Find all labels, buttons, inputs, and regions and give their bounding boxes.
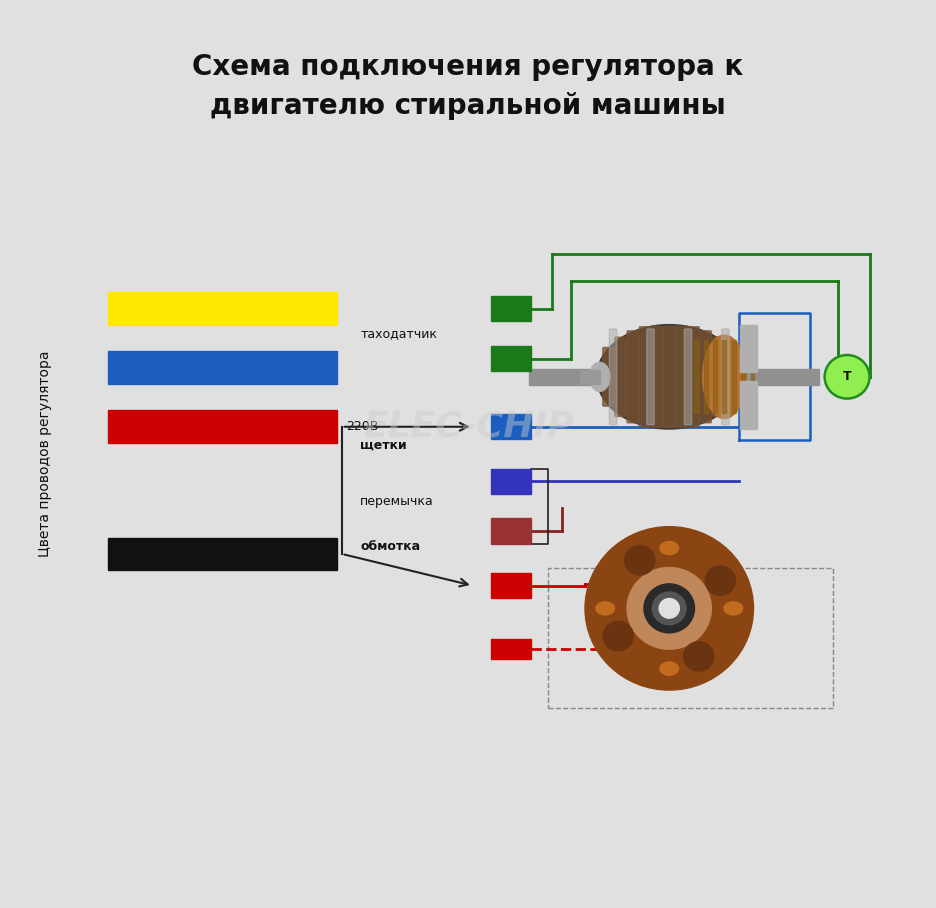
Text: щетки: щетки — [360, 439, 407, 451]
Bar — [723, 340, 726, 413]
Ellipse shape — [597, 324, 742, 429]
Text: Т: Т — [842, 370, 852, 383]
Bar — [740, 325, 757, 372]
Bar — [704, 340, 708, 413]
Circle shape — [624, 546, 655, 575]
Text: обмотка: обмотка — [360, 540, 420, 553]
Text: ELEC-CHIP: ELEC-CHIP — [363, 410, 573, 444]
Ellipse shape — [724, 602, 742, 615]
FancyBboxPatch shape — [712, 337, 724, 417]
Circle shape — [585, 527, 753, 690]
FancyBboxPatch shape — [615, 337, 626, 417]
Bar — [491, 346, 531, 371]
FancyBboxPatch shape — [676, 326, 687, 428]
Bar — [695, 340, 698, 413]
FancyBboxPatch shape — [609, 329, 617, 425]
FancyBboxPatch shape — [664, 326, 675, 428]
Bar — [529, 369, 819, 385]
FancyBboxPatch shape — [627, 331, 638, 423]
Bar — [491, 469, 531, 494]
FancyBboxPatch shape — [647, 329, 654, 425]
Bar — [108, 351, 337, 384]
Bar — [580, 370, 601, 384]
Bar — [491, 518, 531, 544]
Bar — [108, 410, 337, 443]
Bar — [751, 340, 754, 413]
Bar — [491, 296, 531, 321]
FancyBboxPatch shape — [639, 327, 651, 427]
Bar — [491, 414, 531, 439]
FancyBboxPatch shape — [700, 331, 711, 423]
Ellipse shape — [596, 602, 614, 615]
Circle shape — [644, 584, 695, 633]
Text: таходатчик: таходатчик — [360, 327, 437, 340]
FancyBboxPatch shape — [688, 327, 699, 427]
Bar — [732, 340, 736, 413]
Ellipse shape — [660, 541, 679, 555]
Bar — [491, 573, 531, 598]
Circle shape — [825, 355, 870, 399]
Bar — [741, 340, 745, 413]
Circle shape — [659, 598, 680, 618]
Bar — [108, 292, 337, 325]
FancyBboxPatch shape — [651, 326, 663, 428]
Bar — [491, 639, 531, 659]
Text: Схема подключения регулятора к
двигателю стиральной машины: Схема подключения регулятора к двигателю… — [193, 53, 743, 120]
Circle shape — [627, 568, 711, 649]
Bar — [740, 381, 757, 429]
FancyBboxPatch shape — [722, 329, 729, 425]
Ellipse shape — [703, 335, 746, 419]
FancyBboxPatch shape — [724, 348, 736, 406]
Bar — [108, 538, 337, 570]
Text: 220В: 220В — [346, 420, 379, 433]
Circle shape — [705, 566, 736, 596]
Circle shape — [683, 642, 714, 671]
FancyBboxPatch shape — [603, 348, 614, 406]
Ellipse shape — [590, 362, 610, 391]
Text: перемычка: перемычка — [360, 495, 434, 508]
Circle shape — [603, 621, 634, 651]
Bar — [713, 340, 717, 413]
Circle shape — [652, 592, 686, 625]
FancyBboxPatch shape — [684, 329, 692, 425]
Text: Цвета проводов регулятора: Цвета проводов регулятора — [38, 350, 51, 558]
Ellipse shape — [660, 662, 679, 676]
Bar — [548, 568, 833, 708]
